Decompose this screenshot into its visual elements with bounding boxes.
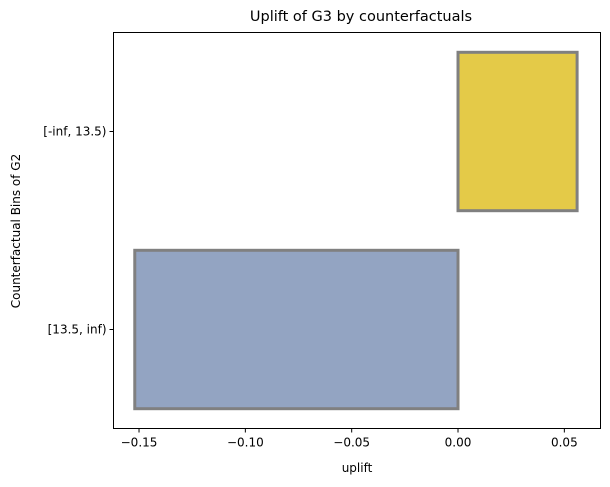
- x-tick-label-4: 0.05: [551, 436, 578, 450]
- x-tick-label-1: −0.10: [227, 436, 264, 450]
- y-axis-label: Counterfactual Bins of G2: [9, 154, 23, 309]
- y-tick-label-0: [-inf, 13.5): [43, 125, 106, 139]
- bar-1: [133, 248, 460, 411]
- x-axis-label: uplift: [342, 461, 373, 475]
- plot-frame: [113, 32, 601, 429]
- chart-title: Uplift of G3 by counterfactuals: [250, 9, 472, 25]
- x-axis: −0.15 −0.10 −0.05 0.00 0.05: [121, 428, 578, 450]
- x-tick-label-0: −0.15: [121, 436, 158, 450]
- y-tick-label-1: [13.5, inf): [48, 323, 107, 337]
- x-tick-label-2: −0.05: [333, 436, 370, 450]
- y-axis: [-inf, 13.5) [13.5, inf): [43, 125, 114, 337]
- plot-area: [133, 50, 579, 411]
- x-tick-label-3: 0.00: [445, 436, 472, 450]
- bar-0: [456, 50, 579, 213]
